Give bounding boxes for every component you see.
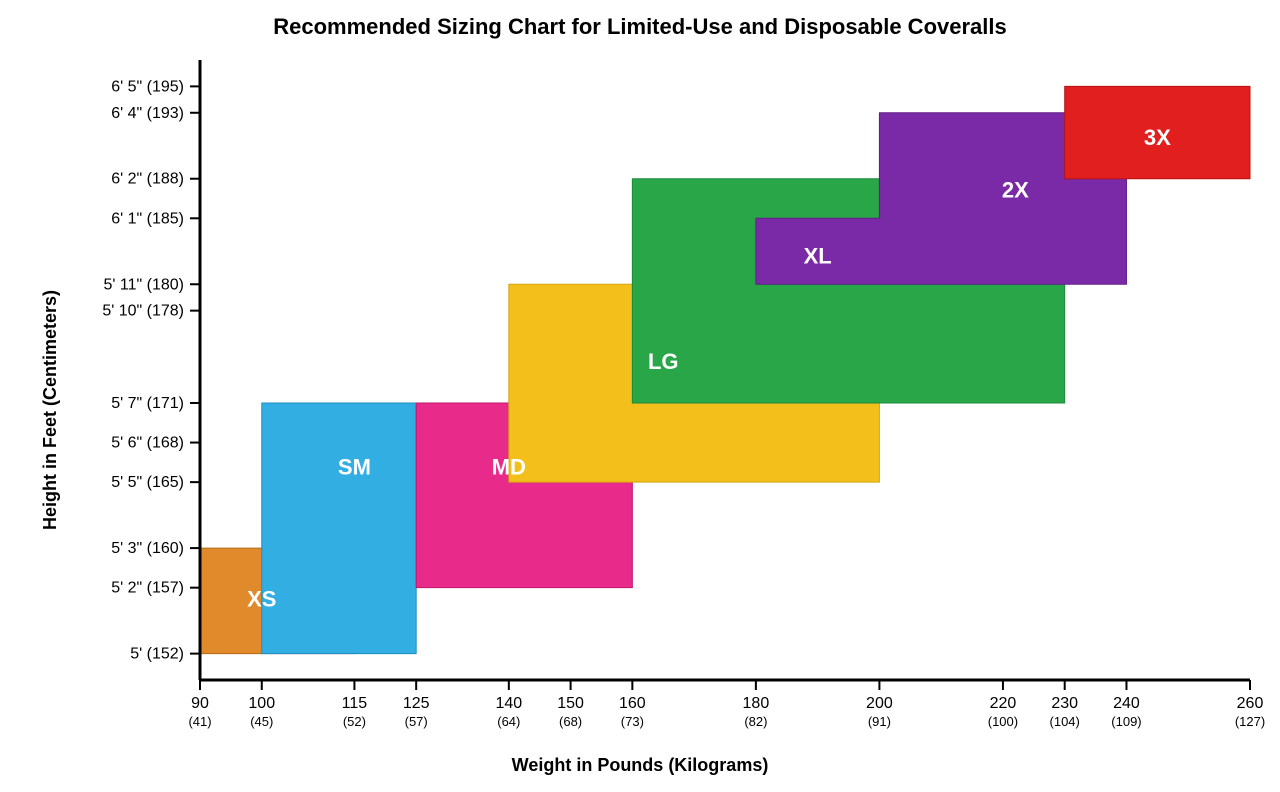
x-tick-sublabel: (91)	[868, 714, 891, 729]
sizing-chart: { "title": {"text":"Recommended Sizing C…	[0, 0, 1280, 792]
x-tick-label: 220	[990, 695, 1017, 712]
x-tick-sublabel: (73)	[621, 714, 644, 729]
x-tick-label: 115	[342, 695, 368, 712]
y-tick-label: 6' 4" (193)	[111, 105, 184, 122]
y-tick-label: 6' 5" (195)	[111, 78, 184, 95]
y-tick-label: 5' 11" (180)	[104, 276, 184, 293]
x-tick-label: 230	[1051, 695, 1078, 712]
y-tick-label: 5' 10" (178)	[102, 303, 184, 320]
y-tick-label: 6' 2" (188)	[111, 171, 184, 188]
x-tick-sublabel: (104)	[1050, 714, 1080, 729]
size-label-md: MD	[492, 455, 526, 480]
size-label-3x: 3X	[1144, 125, 1171, 150]
x-tick-sublabel: (100)	[988, 714, 1018, 729]
y-tick-label: 5' 6" (168)	[111, 435, 184, 452]
x-tick-sublabel: (52)	[343, 714, 366, 729]
x-tick-sublabel: (68)	[559, 714, 582, 729]
x-tick-sublabel: (41)	[188, 714, 211, 729]
chart-canvas: XS SM MD LG XL 2X 3X 90 (41) 100 (45) 115 (52) 125 (57…	[0, 0, 1280, 792]
y-tick-label: 5' (152)	[130, 646, 184, 663]
y-tick-label: 5' 2" (157)	[111, 580, 184, 597]
x-tick-sublabel: (109)	[1111, 714, 1141, 729]
x-tick-label: 160	[619, 695, 646, 712]
x-tick-label: 125	[403, 695, 430, 712]
x-axis-label: Weight in Pounds (Kilograms)	[0, 755, 1280, 776]
x-tick-label: 140	[495, 695, 522, 712]
x-tick-label: 180	[743, 695, 770, 712]
size-label-xs: XS	[247, 587, 276, 612]
y-tick-label: 5' 7" (171)	[111, 395, 184, 412]
y-tick-label: 6' 1" (185)	[111, 210, 184, 227]
x-tick-sublabel: (57)	[405, 714, 428, 729]
size-label-lg: LG	[648, 349, 679, 374]
x-tick-label: 260	[1237, 695, 1264, 712]
x-tick-sublabel: (45)	[250, 714, 273, 729]
size-label-sm: SM	[338, 455, 371, 480]
x-tick-sublabel: (64)	[497, 714, 520, 729]
x-tick-sublabel: (127)	[1235, 714, 1265, 729]
x-tick-label: 200	[866, 695, 893, 712]
x-tick-label: 90	[191, 695, 209, 712]
y-axis-label: Height in Feet (Centimeters)	[40, 290, 61, 530]
size-label-xl: XL	[804, 244, 832, 269]
x-tick-label: 240	[1113, 695, 1140, 712]
y-tick-label: 5' 5" (165)	[111, 474, 184, 491]
x-tick-label: 100	[248, 695, 275, 712]
size-label-2x: 2X	[1002, 178, 1029, 203]
x-tick-label: 150	[557, 695, 584, 712]
y-tick-label: 5' 3" (160)	[111, 540, 184, 557]
x-tick-sublabel: (82)	[744, 714, 767, 729]
size-region-sm	[262, 403, 416, 654]
